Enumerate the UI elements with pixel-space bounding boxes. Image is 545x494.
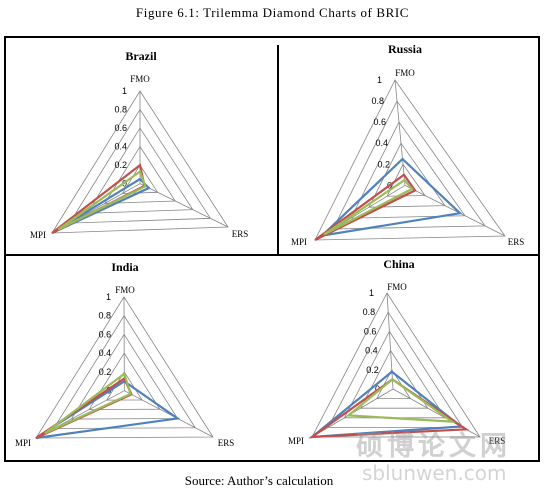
axis-label-ers: ERS: [508, 237, 525, 247]
chart-title-russia: Russia: [388, 42, 422, 56]
tick-label: 0.4: [114, 142, 127, 152]
tick-label: 0.2: [377, 159, 390, 169]
axis-label-mpi: MPI: [30, 230, 46, 240]
axis-label-fmo: FMO: [395, 68, 415, 78]
series-blue: [318, 157, 463, 238]
axis-label-ers: ERS: [489, 436, 506, 446]
grid-ring: [68, 108, 212, 224]
tick-label: 0.6: [364, 326, 377, 336]
grid-ring: [35, 296, 214, 439]
grid-ring: [104, 145, 176, 204]
series-blue: [35, 379, 181, 440]
axis-label-fmo: FMO: [387, 282, 407, 292]
tick-label: 0.6: [99, 329, 112, 339]
tick-label: 0.8: [114, 105, 127, 115]
axis-label-mpi: MPI: [291, 237, 307, 247]
horizontal-divider: [6, 254, 538, 256]
tick-label: 1: [122, 86, 127, 96]
axis-spoke: [124, 390, 214, 438]
series-green: [44, 371, 132, 435]
axis-label-fmo: FMO: [130, 74, 150, 84]
tick-label: 0.4: [375, 138, 388, 148]
tick-label: 1: [369, 288, 374, 298]
axis-spoke: [404, 184, 506, 237]
axis-label-ers: ERS: [232, 229, 249, 239]
vertical-divider: [277, 45, 279, 255]
series-blue: [308, 370, 464, 439]
figure-frame: [4, 36, 540, 462]
grid-ring: [327, 311, 464, 428]
grid-ring: [86, 127, 194, 214]
axis-label-ers: ERS: [218, 438, 235, 448]
grid-ring: [88, 352, 161, 411]
tick-label: 1: [106, 292, 111, 302]
chart-title-india: India: [111, 260, 138, 274]
series-green: [345, 378, 456, 423]
watermark-chinese: 硕博论文网: [356, 431, 511, 462]
tick-label: 0.2: [99, 367, 112, 377]
axis-spoke: [394, 79, 406, 186]
series-green: [323, 178, 414, 236]
grid-ring: [70, 333, 179, 420]
grid-ring: [350, 121, 466, 219]
figure-title: Figure 6.1: Trilemma Diamond Charts of B…: [135, 5, 410, 20]
tick-label: 1: [377, 75, 382, 85]
chart-title-brazil: Brazil: [125, 49, 157, 63]
tick-label: 0.4: [365, 346, 378, 356]
grid-ring: [52, 314, 196, 429]
source-note: Source: Author’s calculation: [184, 473, 334, 488]
tick-label: 0.6: [114, 123, 127, 133]
axis-label-fmo: FMO: [115, 285, 135, 295]
chart-title-china: China: [383, 257, 414, 271]
series-red: [314, 173, 417, 241]
tick-label: 0.8: [363, 307, 376, 317]
axis-label-mpi: MPI: [288, 436, 304, 446]
grid-ring: [51, 90, 229, 234]
watermark-url: sblunwen.com: [362, 461, 507, 485]
tick-label: 0.8: [371, 96, 384, 106]
axis-spoke: [139, 183, 229, 228]
tick-label: 0.2: [366, 365, 379, 375]
grid-ring: [314, 79, 506, 241]
tick-label: 0.4: [99, 348, 112, 358]
axis-label-mpi: MPI: [15, 438, 31, 448]
tick-label: 0.6: [373, 117, 386, 127]
grid-ring: [332, 100, 486, 230]
tick-label: 0.2: [114, 160, 127, 170]
grid-ring: [359, 349, 429, 409]
tick-label: 0.8: [99, 311, 112, 321]
series-green: [57, 169, 147, 231]
grid-ring: [311, 292, 481, 438]
